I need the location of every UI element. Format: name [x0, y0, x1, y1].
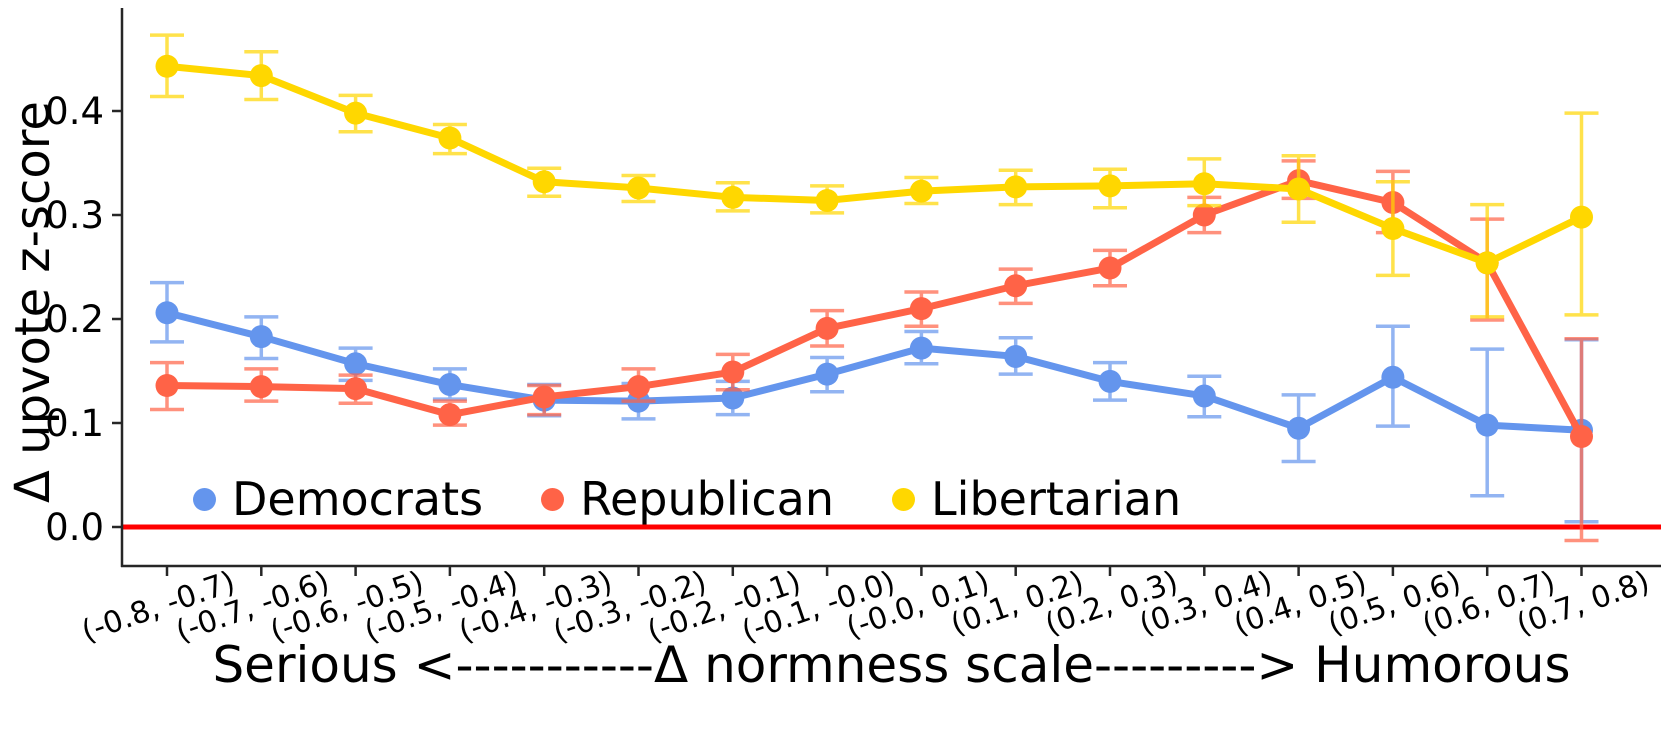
- legend-label-republican: Republican: [580, 472, 835, 526]
- data-point-libertarian: [532, 170, 556, 194]
- legend-marker-democrats: [193, 487, 216, 511]
- y-tick-label: 0.0: [45, 506, 104, 549]
- y-tick-label: 0.3: [45, 194, 104, 237]
- y-tick-label: 0.4: [45, 90, 104, 133]
- data-point-democrats: [1192, 384, 1216, 408]
- data-point-libertarian: [155, 54, 179, 78]
- data-point-democrats: [1098, 369, 1122, 393]
- x-axis-label: Serious <-----------Δ normness scale----…: [212, 636, 1571, 694]
- legend-entry-republican: Republican: [541, 472, 834, 526]
- data-point-republican: [1192, 203, 1216, 227]
- data-point-republican: [627, 375, 650, 399]
- data-point-libertarian: [1570, 205, 1593, 229]
- series-line-democrats: [163, 309, 1585, 434]
- data-point-republican: [909, 297, 933, 321]
- legend-marker-libertarian: [892, 487, 916, 511]
- data-point-democrats: [815, 362, 839, 386]
- error-bars-libertarian: [150, 33, 1599, 319]
- data-point-republican: [1004, 274, 1028, 298]
- legend: Democrats Republican Libertarian: [193, 472, 1181, 526]
- data-point-republican: [438, 403, 462, 427]
- y-tick-label: 0.1: [45, 402, 104, 445]
- data-point-libertarian: [249, 64, 273, 88]
- data-point-republican: [249, 375, 273, 399]
- data-point-republican: [1570, 425, 1593, 449]
- data-point-libertarian: [1004, 175, 1028, 199]
- data-point-republican: [815, 316, 839, 340]
- legend-entry-democrats: Democrats: [193, 472, 483, 526]
- data-point-democrats: [721, 386, 745, 410]
- data-point-libertarian: [1098, 174, 1122, 198]
- y-tick-label: 0.2: [45, 298, 104, 341]
- data-point-libertarian: [1192, 172, 1216, 196]
- data-point-republican: [721, 360, 745, 384]
- data-point-libertarian: [815, 188, 839, 212]
- data-point-democrats: [1287, 416, 1311, 440]
- data-point-libertarian: [1475, 251, 1499, 275]
- data-point-libertarian: [438, 126, 462, 150]
- data-point-democrats: [155, 301, 179, 325]
- series-line-republican: [163, 177, 1585, 441]
- legend-label-libertarian: Libertarian: [931, 472, 1182, 526]
- data-point-libertarian: [627, 176, 650, 200]
- data-point-democrats: [344, 352, 368, 376]
- series-line-libertarian: [163, 62, 1585, 267]
- y-axis-label: Δ upvote z-score: [5, 101, 61, 503]
- data-point-libertarian: [909, 179, 933, 203]
- data-point-libertarian: [1287, 177, 1311, 201]
- data-point-republican: [1098, 256, 1122, 280]
- data-point-libertarian: [1381, 217, 1405, 241]
- data-point-libertarian: [721, 185, 745, 209]
- legend-label-democrats: Democrats: [232, 472, 484, 526]
- data-point-democrats: [1381, 365, 1405, 389]
- data-point-republican: [155, 374, 179, 398]
- data-point-libertarian: [344, 101, 368, 125]
- legend-marker-republican: [541, 487, 565, 511]
- data-point-democrats: [438, 373, 462, 397]
- data-point-democrats: [1475, 413, 1499, 437]
- data-point-republican: [344, 377, 368, 401]
- data-point-democrats: [249, 325, 273, 349]
- data-point-democrats: [1004, 344, 1028, 368]
- data-point-democrats: [909, 336, 933, 360]
- data-point-republican: [532, 385, 556, 409]
- legend-entry-libertarian: Libertarian: [892, 472, 1181, 526]
